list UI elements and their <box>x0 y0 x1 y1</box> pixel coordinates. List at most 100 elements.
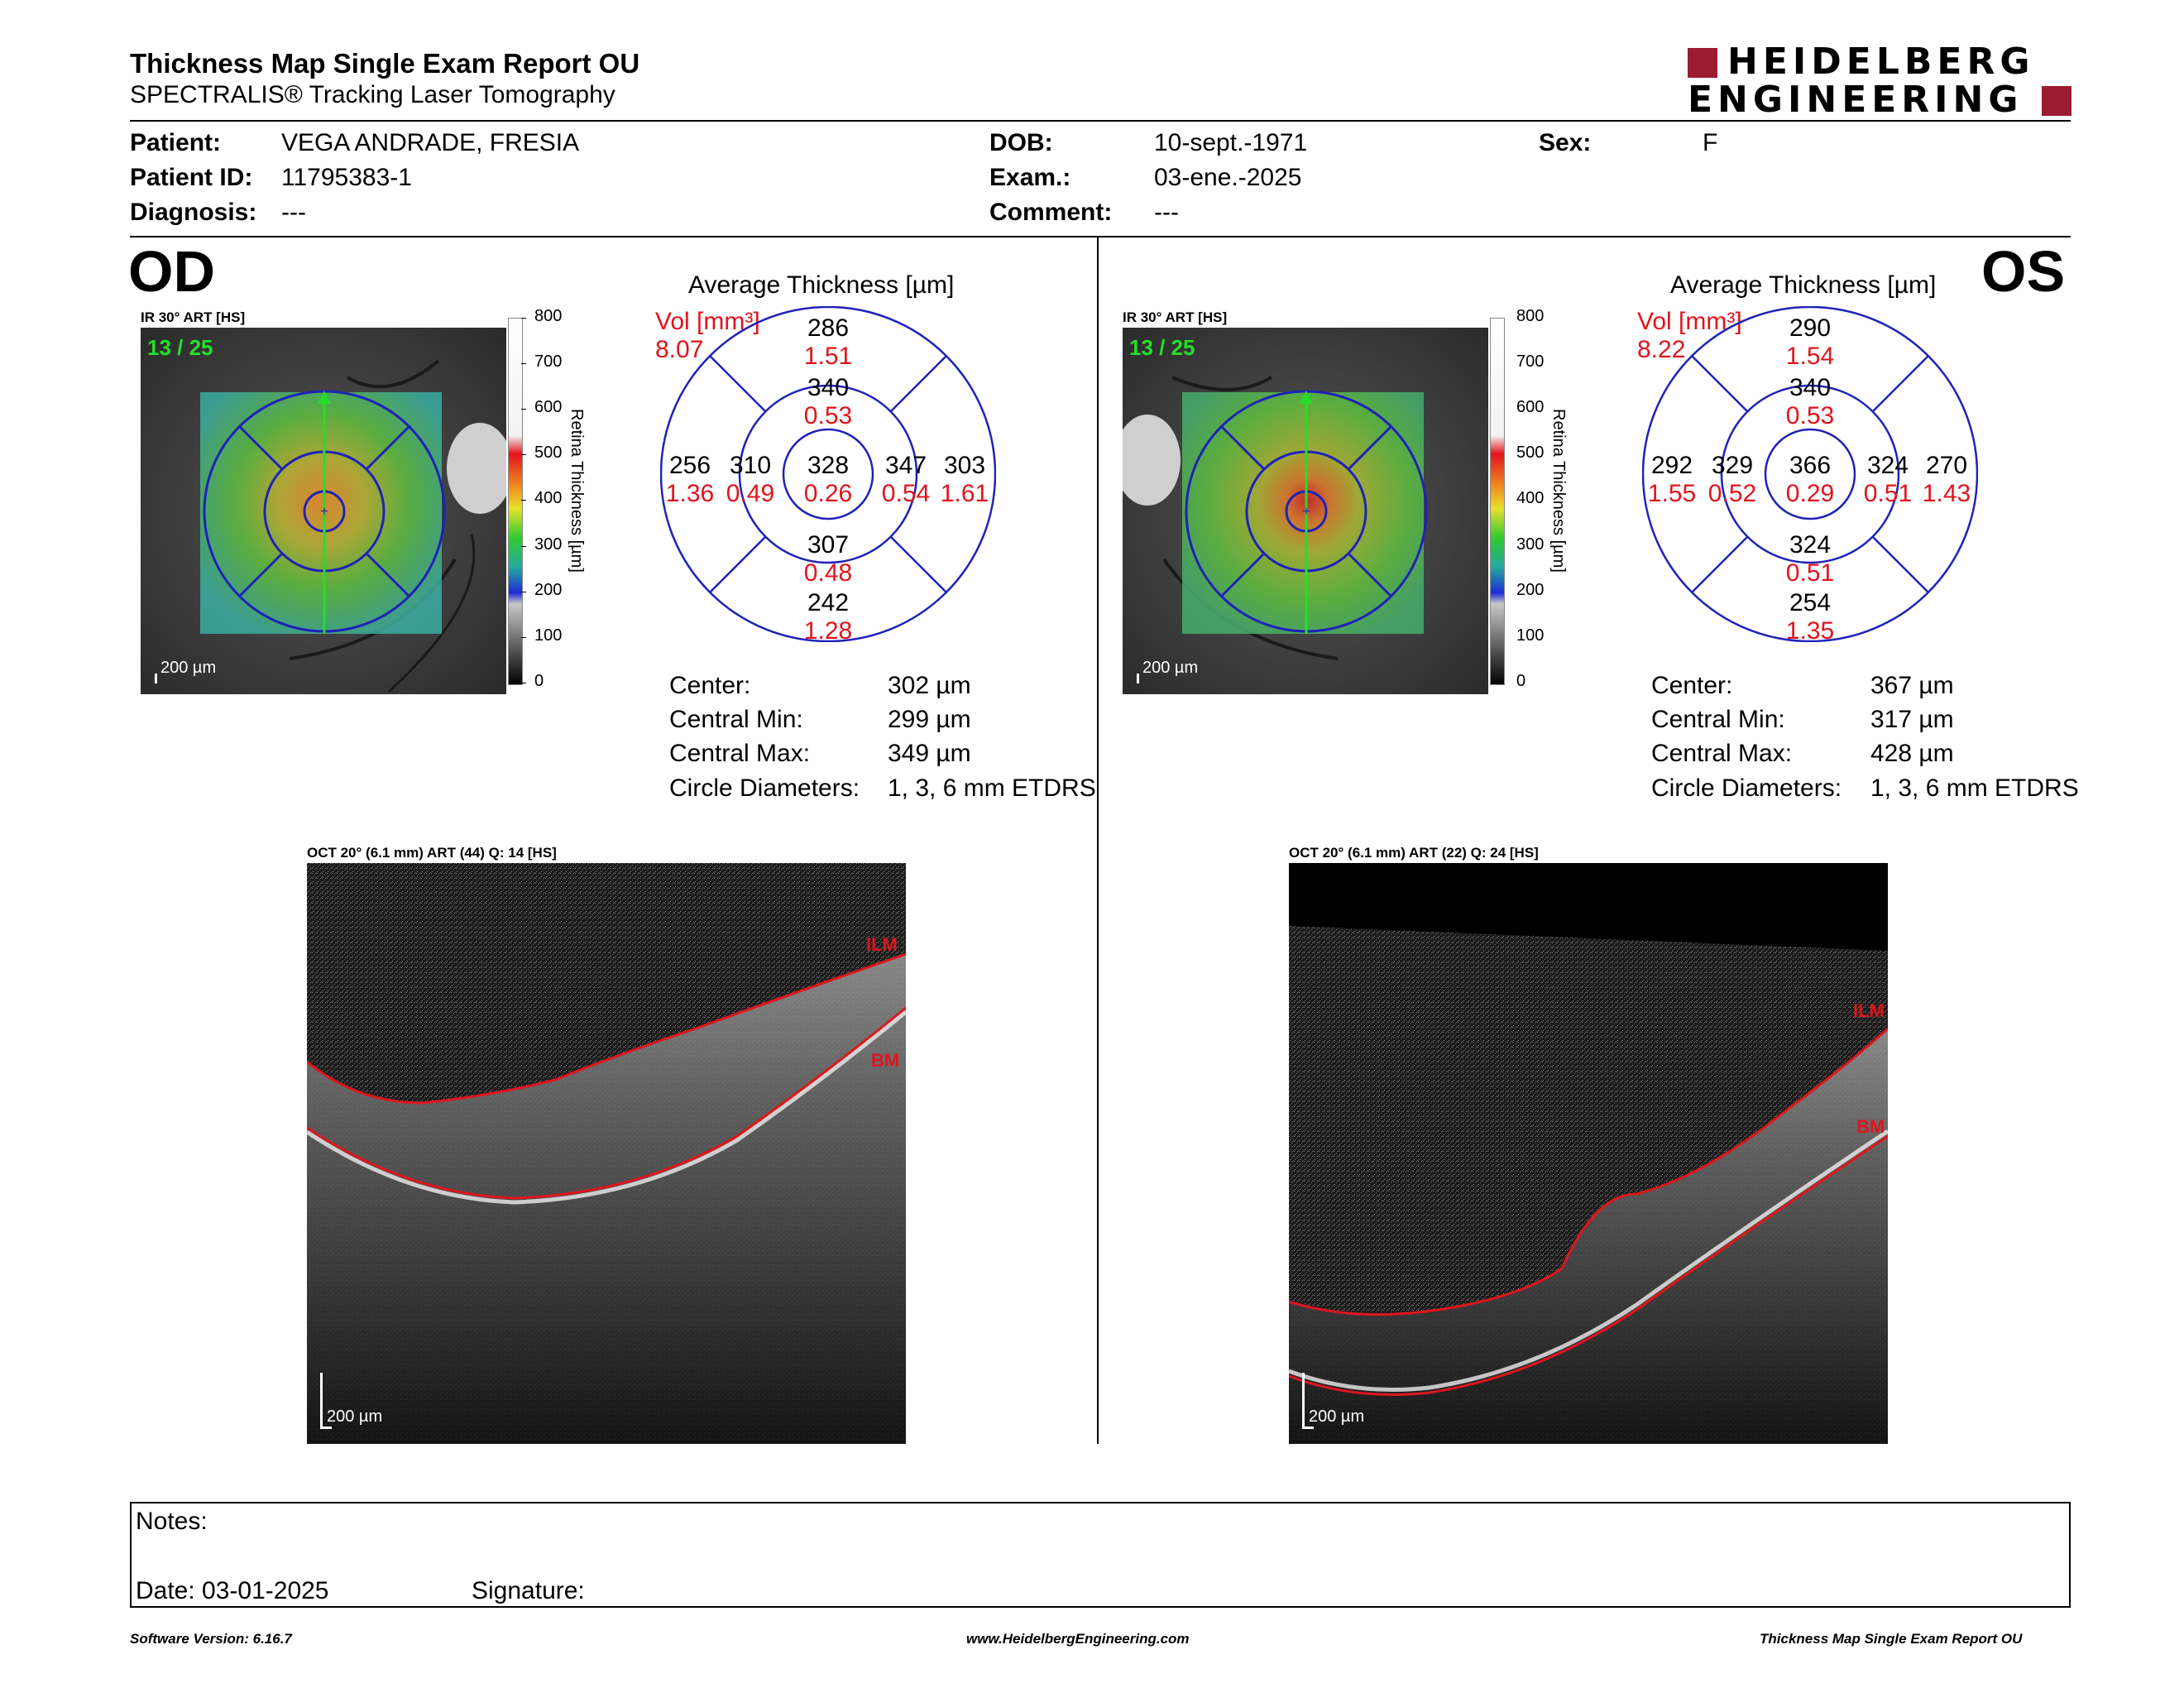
od-inner-left-volume: 0.49 <box>726 480 775 507</box>
comment-value: --- <box>1154 199 1179 226</box>
os-inner-bottom-volume: 0.51 <box>1785 559 1835 587</box>
od-outer-top-thickness: 286 <box>807 314 850 342</box>
os-min-value: 317 µm <box>1870 706 1954 733</box>
os-scale-bar <box>1137 674 1139 683</box>
os-oct-scale: 200 µm <box>1309 1407 1365 1426</box>
os-center-thickness: 366 <box>1789 452 1832 479</box>
os-diam-value: 1, 3, 6 mm ETDRS <box>1870 774 2079 802</box>
svg-text:+: + <box>320 505 328 519</box>
od-min-label: Central Min: <box>669 706 803 733</box>
od-oct-bscan: ILM BM 200 µm <box>307 863 906 1444</box>
od-outer-bottom-volume: 1.28 <box>803 617 853 645</box>
od-max-value: 349 µm <box>888 740 971 767</box>
notes-label: Notes: <box>136 1508 208 1535</box>
os-oct-bscan: ILM BM 200 µm <box>1289 863 1888 1444</box>
od-inner-top-volume: 0.53 <box>803 402 853 429</box>
sex-label: Sex: <box>1539 129 1592 156</box>
sex-value: F <box>1703 129 1718 156</box>
os-oct-scale-foot <box>1302 1427 1314 1429</box>
od-outer-left-volume: 1.36 <box>665 480 715 507</box>
od-cbar-200: 200 <box>534 581 563 599</box>
software-version: Software Version: 6.16.7 <box>130 1631 292 1647</box>
od-center-volume: 0.26 <box>803 480 853 507</box>
od-outer-right-thickness: 303 <box>943 452 986 479</box>
os-cbar-400: 400 <box>1516 489 1545 507</box>
os-cbar-800: 800 <box>1516 307 1545 325</box>
od-diam-label: Circle Diameters: <box>669 774 860 802</box>
od-ir-label: IR 30° ART [HS] <box>141 309 246 325</box>
od-fundus-image: + <box>141 328 506 694</box>
report-title: Thickness Map Single Exam Report OU <box>130 48 640 79</box>
os-inner-top-thickness: 340 <box>1789 374 1832 401</box>
os-cbar-200: 200 <box>1516 581 1545 599</box>
od-cbar-800: 800 <box>534 307 563 325</box>
os-center-volume: 0.29 <box>1785 480 1835 507</box>
os-min-label: Central Min: <box>1651 706 1785 733</box>
os-scan-counter: 13 / 25 <box>1129 335 1195 360</box>
od-inner-bottom-volume: 0.48 <box>803 559 853 587</box>
od-cbar-300: 300 <box>534 535 563 554</box>
od-inner-left-thickness: 310 <box>729 452 772 479</box>
os-ir-label: IR 30° ART [HS] <box>1123 309 1228 325</box>
logo-text-2: ENGINEERING <box>1688 79 2024 121</box>
os-max-value: 428 µm <box>1870 740 1954 767</box>
os-cbar-700: 700 <box>1516 352 1545 371</box>
comment-label: Comment: <box>989 199 1113 226</box>
eye-label-od: OD <box>128 239 215 304</box>
eye-label-os: OS <box>1981 239 2066 304</box>
os-cbar-title: Retina Thickness [µm] <box>1549 409 1568 573</box>
diagnosis-value: --- <box>281 199 306 226</box>
os-outer-bottom-thickness: 254 <box>1789 589 1832 616</box>
od-avg-title: Average Thickness [µm] <box>688 271 955 299</box>
od-oct-label: OCT 20° (6.1 mm) ART (44) Q: 14 [HS] <box>307 845 557 861</box>
od-colorbar <box>508 318 523 685</box>
od-cbar-700: 700 <box>534 352 563 371</box>
od-cbar-title: Retina Thickness [µm] <box>568 409 586 573</box>
od-scale-bar <box>155 674 157 683</box>
report-subtitle: SPECTRALIS® Tracking Laser Tomography <box>130 81 615 108</box>
od-inner-bottom-thickness: 307 <box>807 531 850 559</box>
notes-box[interactable] <box>130 1502 2071 1608</box>
od-oct-scale-foot <box>320 1427 332 1429</box>
os-cbar-300: 300 <box>1516 535 1545 554</box>
os-inner-right-thickness: 324 <box>1866 452 1909 479</box>
os-inner-bottom-thickness: 324 <box>1789 531 1832 559</box>
os-inner-top-volume: 0.53 <box>1785 402 1835 429</box>
os-outer-right-volume: 1.43 <box>1922 480 1971 507</box>
os-bm-label: BM <box>1856 1116 1885 1137</box>
patient-label: Patient: <box>130 129 222 156</box>
od-cbar-100: 100 <box>534 626 563 645</box>
od-center-value: 302 µm <box>888 672 971 699</box>
center-divider <box>1097 237 1099 1444</box>
date-label: Date: 03-01-2025 <box>136 1577 329 1604</box>
exam-label: Exam.: <box>989 164 1071 191</box>
os-scale-label: 200 µm <box>1142 659 1199 677</box>
os-outer-bottom-volume: 1.35 <box>1785 617 1835 645</box>
os-outer-right-thickness: 270 <box>1925 452 1968 479</box>
heidelberg-logo: HEIDELBERG ENGINEERING <box>1688 44 2071 121</box>
od-inner-right-thickness: 347 <box>884 452 927 479</box>
os-inner-left-thickness: 329 <box>1711 452 1754 479</box>
dob-label: DOB: <box>989 129 1053 156</box>
os-inner-left-volume: 0.52 <box>1707 480 1757 507</box>
footer-report-name: Thickness Map Single Exam Report OU <box>1760 1631 2023 1647</box>
od-ilm-label: ILM <box>866 934 898 955</box>
od-cbar-600: 600 <box>534 398 563 416</box>
od-scale-label: 200 µm <box>160 659 217 677</box>
od-outer-top-volume: 1.51 <box>803 343 853 370</box>
os-vol-value: 8.22 <box>1637 336 1686 363</box>
od-oct-scale: 200 µm <box>327 1407 383 1426</box>
od-bm-label: BM <box>871 1050 900 1071</box>
od-cbar-0: 0 <box>534 672 544 690</box>
svg-text:+: + <box>1302 505 1310 519</box>
os-etdrs-grid <box>1641 305 1979 643</box>
footer-url[interactable]: www.HeidelbergEngineering.com <box>966 1631 1190 1647</box>
od-diam-value: 1, 3, 6 mm ETDRS <box>888 774 1096 802</box>
patient-id-label: Patient ID: <box>130 164 253 191</box>
diagnosis-label: Diagnosis: <box>130 199 257 226</box>
od-oct-scale-bar <box>320 1373 323 1429</box>
od-min-value: 299 µm <box>888 706 971 733</box>
patient-id: 11795383-1 <box>281 164 412 191</box>
os-cbar-0: 0 <box>1516 672 1526 690</box>
od-center-label: Center: <box>669 672 751 699</box>
